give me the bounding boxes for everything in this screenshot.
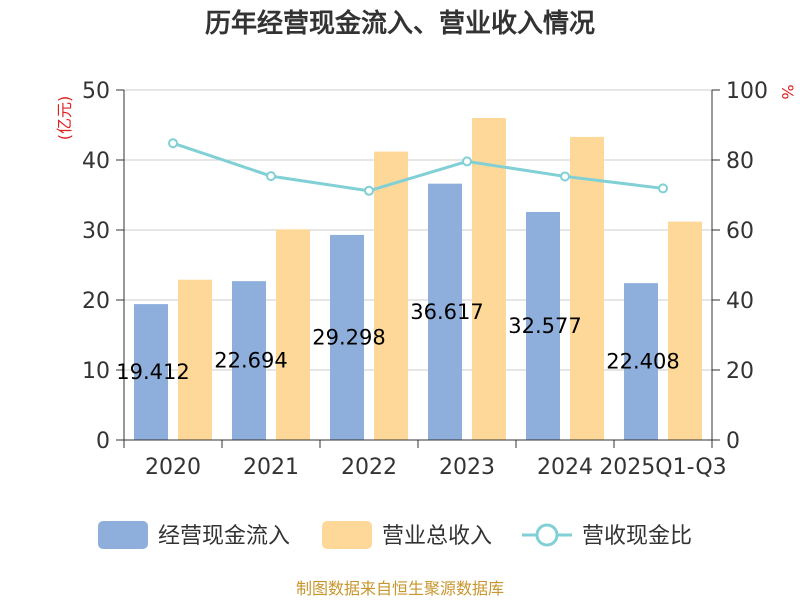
x-tick-label: 2020 xyxy=(145,455,201,480)
ratio-point xyxy=(462,156,472,167)
left-tick-label: 30 xyxy=(82,219,110,244)
revenue-bar xyxy=(276,229,310,440)
cash-inflow-value-label: 22.694 xyxy=(214,349,287,373)
ratio-line xyxy=(168,138,668,196)
legend-label: 营收现金比 xyxy=(582,524,692,549)
cash-inflow-value-label: 22.408 xyxy=(606,350,679,374)
ratio-point xyxy=(168,138,178,149)
left-tick-label: 40 xyxy=(82,149,110,174)
legend-label: 营业总收入 xyxy=(382,524,492,549)
legend-swatch xyxy=(322,521,372,549)
revenue-bar xyxy=(374,151,408,440)
ratio-point xyxy=(266,171,276,182)
left-tick-label: 10 xyxy=(82,359,110,384)
legend-item-revenue: 营业总收入 xyxy=(322,521,492,549)
right-tick-label: 100 xyxy=(726,79,768,104)
revenue-bar xyxy=(668,221,702,440)
right-tick-label: 0 xyxy=(726,429,740,454)
cash-inflow-bar xyxy=(526,211,560,440)
right-axis-unit: % xyxy=(778,84,797,99)
cash-inflow-value-label: 19.412 xyxy=(116,360,189,384)
cash-inflow-bar xyxy=(232,281,266,440)
right-tick-label: 20 xyxy=(726,359,754,384)
cash-inflow-value-label: 32.577 xyxy=(508,314,581,338)
right-tick-label: 40 xyxy=(726,289,754,314)
grid-lines xyxy=(124,89,712,441)
legend: 经营现金流入 营业总收入 营收现金比 xyxy=(98,521,692,549)
ratio-point xyxy=(364,185,374,196)
bar-value-labels: 19.412 22.694 29.298 36.617 32.577 22.408 xyxy=(116,300,679,384)
revenue-bar xyxy=(178,279,212,440)
revenue-bar xyxy=(570,136,604,440)
x-tick-label: 2021 xyxy=(243,455,299,480)
chart-title: 历年经营现金流入、营业收入情况 xyxy=(205,8,595,39)
x-tick-label: 2022 xyxy=(341,455,397,480)
cash-inflow-value-label: 36.617 xyxy=(410,300,483,324)
legend-marker xyxy=(535,523,559,547)
cash-inflow-bar xyxy=(624,283,658,440)
axes: 0 10 20 30 40 50 0 20 40 60 80 100 2020 2021 2022 2023 2… xyxy=(82,79,768,480)
right-tick-label: 80 xyxy=(726,149,754,174)
legend-swatch xyxy=(98,521,148,549)
ratio-point xyxy=(658,183,668,194)
right-tick-label: 60 xyxy=(726,219,754,244)
ratio-line-path xyxy=(172,141,664,193)
x-tick-label: 2025Q1-Q3 xyxy=(599,455,726,480)
cash-inflow-bar xyxy=(134,304,168,440)
source-note: 制图数据来自恒生聚源数据库 xyxy=(296,579,504,598)
left-tick-label: 20 xyxy=(82,289,110,314)
cash-inflow-bar xyxy=(330,234,364,440)
ratio-point xyxy=(560,171,570,182)
revenue-bar xyxy=(472,118,506,440)
cash-inflow-bar xyxy=(428,183,462,440)
cash-inflow-value-label: 29.298 xyxy=(312,325,385,349)
legend-label: 经营现金流入 xyxy=(158,524,290,549)
legend-item-cash-inflow: 经营现金流入 xyxy=(98,521,290,549)
x-tick-label: 2023 xyxy=(439,455,495,480)
x-tick-label: 2024 xyxy=(537,455,593,480)
left-tick-label: 50 xyxy=(82,79,110,104)
bars xyxy=(134,118,702,440)
legend-item-ratio: 营收现金比 xyxy=(522,523,692,549)
left-axis-unit: (亿元) xyxy=(55,96,74,141)
left-tick-label: 0 xyxy=(96,429,110,454)
